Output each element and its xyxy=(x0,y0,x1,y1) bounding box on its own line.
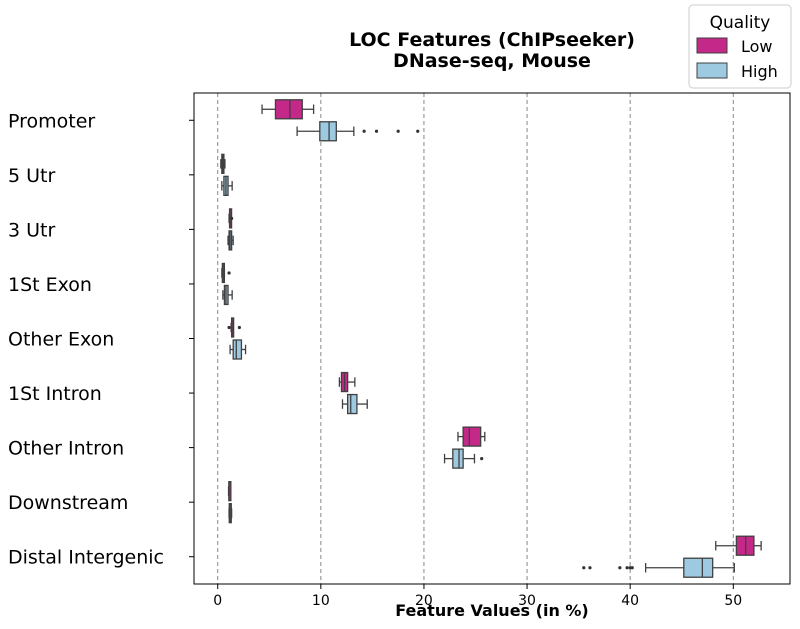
outlier-point xyxy=(237,325,241,330)
y-tick-label: 5 Utr xyxy=(8,165,55,187)
y-tick-label: 1St Intron xyxy=(8,383,102,405)
y-tick-label: Downstream xyxy=(8,492,128,514)
outlier-point xyxy=(416,129,420,133)
outlier-point xyxy=(582,566,586,570)
legend-label-low: Low xyxy=(741,37,773,56)
box-high-1 xyxy=(221,175,233,196)
box-low-8 xyxy=(715,535,762,556)
y-axis: Promoter 5 Utr 3 Utr 1St Exon Other Exon 1St … xyxy=(8,110,194,569)
x-tick-label: 40 xyxy=(621,593,639,609)
outlier-point xyxy=(227,271,231,275)
box-low-1 xyxy=(220,153,226,174)
outlier-point xyxy=(625,566,629,570)
x-axis: 0 10 20 30 40 50 xyxy=(213,584,742,609)
box-low-6 xyxy=(457,426,486,447)
outlier-point xyxy=(374,129,379,133)
y-tick-label: Other Intron xyxy=(8,438,124,460)
plot-area-frame xyxy=(193,92,791,585)
box-low-7 xyxy=(227,481,232,502)
box-high-2 xyxy=(227,230,234,251)
y-tick-label: 1St Exon xyxy=(8,274,92,296)
box-high-4 xyxy=(229,339,247,360)
outlier-point xyxy=(227,325,231,330)
box-low-2 xyxy=(228,208,234,229)
box-iqr xyxy=(232,339,243,360)
outlier-point xyxy=(396,129,400,133)
box-iqr xyxy=(452,448,464,469)
box-iqr xyxy=(462,426,482,447)
outlier-point xyxy=(230,216,234,220)
box-low-5 xyxy=(338,371,356,393)
box-high-6 xyxy=(443,448,484,469)
chart-title-line1: LOC Features (ChIPseeker) xyxy=(349,29,635,51)
box-low-4 xyxy=(227,317,241,338)
outlier-point xyxy=(618,566,622,570)
x-tick-label: 0 xyxy=(213,593,222,609)
box-high-7 xyxy=(228,503,233,524)
box-iqr xyxy=(319,121,337,142)
box-high-0 xyxy=(296,121,420,142)
box-series xyxy=(220,99,762,578)
chart-title-line2: DNase-seq, Mouse xyxy=(393,50,591,72)
outlier-point xyxy=(362,129,366,133)
legend-swatch-high xyxy=(696,62,728,79)
x-tick-label: 20 xyxy=(415,593,433,609)
box-high-8 xyxy=(582,557,735,578)
box-high-5 xyxy=(341,393,368,415)
x-tick-label: 50 xyxy=(724,593,742,609)
legend: Quality Low High xyxy=(688,4,792,89)
outlier-point xyxy=(480,457,484,461)
box-high-3 xyxy=(222,284,233,306)
legend-swatch-low xyxy=(696,37,728,54)
box-iqr xyxy=(683,557,714,578)
legend-title: Quality xyxy=(710,13,771,33)
outlier-point xyxy=(630,566,634,570)
legend-label-high: High xyxy=(741,62,778,81)
x-tick-label: 10 xyxy=(312,593,330,609)
box-iqr xyxy=(346,393,358,415)
y-tick-label: Distal Intergenic xyxy=(8,547,164,569)
outlier-point xyxy=(588,566,592,570)
box-low-3 xyxy=(221,262,231,284)
grid-lines xyxy=(217,93,734,584)
y-tick-label: 3 Utr xyxy=(8,219,55,241)
box-low-0 xyxy=(261,99,315,120)
x-tick-label: 30 xyxy=(518,593,536,609)
y-tick-label: Promoter xyxy=(8,110,95,132)
x-axis-label: Feature Values (in %) xyxy=(395,601,589,620)
box-iqr xyxy=(274,99,303,120)
y-tick-label: Other Exon xyxy=(8,329,114,351)
